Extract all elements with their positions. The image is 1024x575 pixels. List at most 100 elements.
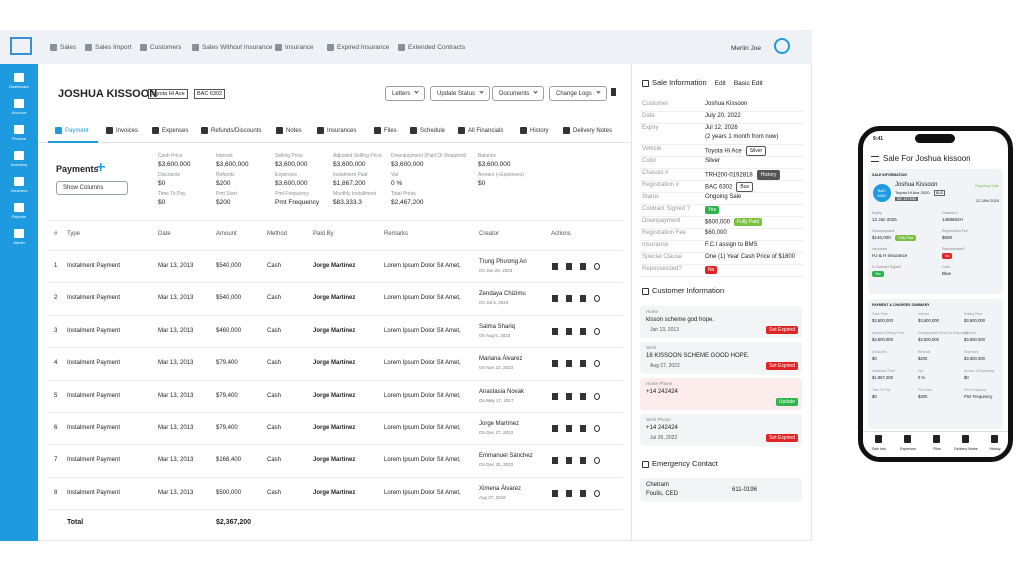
tab[interactable]: Expenses bbox=[152, 127, 188, 134]
row-action[interactable] bbox=[580, 263, 586, 270]
row-action[interactable] bbox=[552, 263, 558, 270]
summary-label: Arrears (+Expenses) bbox=[964, 369, 995, 373]
tab-icon[interactable] bbox=[933, 435, 940, 443]
card-badge[interactable]: Update bbox=[775, 398, 798, 406]
avatar-icon[interactable] bbox=[774, 38, 790, 54]
summary-value: $3,600,000 bbox=[391, 161, 424, 168]
nav-icon bbox=[85, 44, 92, 51]
header-button[interactable]: Change Logs bbox=[549, 86, 607, 101]
nav-item[interactable]: Expired Insurance bbox=[327, 44, 389, 51]
row-action[interactable] bbox=[566, 360, 572, 368]
row-action[interactable] bbox=[566, 392, 572, 400]
tab[interactable]: Refunds/Discounts bbox=[201, 127, 261, 134]
show-columns[interactable]: Show Columns bbox=[56, 181, 128, 195]
value: Ongoing Sale bbox=[705, 194, 742, 200]
tab-icon[interactable] bbox=[991, 435, 998, 443]
header-button[interactable]: Update Status bbox=[430, 86, 491, 101]
sidebar-icon[interactable] bbox=[14, 151, 24, 160]
sidebar bbox=[0, 64, 38, 541]
row-action[interactable] bbox=[594, 360, 600, 368]
tab-label[interactable]: Files bbox=[933, 447, 941, 451]
right-panel-divider bbox=[631, 64, 632, 541]
row-action[interactable] bbox=[580, 457, 586, 465]
nav-item[interactable]: Customers bbox=[140, 44, 181, 51]
row-action[interactable] bbox=[552, 392, 558, 400]
badge: Fully Paid bbox=[894, 235, 917, 241]
row-action[interactable] bbox=[594, 327, 600, 335]
row-action[interactable] bbox=[552, 425, 558, 432]
tab[interactable]: Delivery Notes bbox=[563, 127, 612, 134]
row-action[interactable] bbox=[580, 392, 586, 400]
row-action[interactable] bbox=[552, 327, 558, 335]
field-value: (2 years 1 month from now) bbox=[705, 134, 779, 140]
row-action[interactable] bbox=[594, 425, 600, 432]
row-action[interactable] bbox=[566, 425, 572, 432]
nav-label: Customers bbox=[150, 44, 182, 52]
tab[interactable]: Insurances bbox=[317, 127, 356, 134]
cell: Instalment Payment bbox=[67, 425, 121, 431]
tab-icon[interactable] bbox=[875, 435, 882, 443]
summary-value: $3,600,000 bbox=[918, 318, 939, 323]
sidebar-icon[interactable] bbox=[14, 177, 24, 186]
tab[interactable]: Invoices bbox=[106, 127, 138, 134]
tab-label[interactable]: Expenses bbox=[900, 447, 916, 451]
field-label: Chassis # bbox=[942, 211, 958, 215]
nav-item[interactable]: Sales bbox=[50, 44, 76, 51]
sidebar-icon[interactable] bbox=[14, 203, 24, 212]
badge: Yes bbox=[872, 271, 884, 277]
row-divider bbox=[48, 412, 623, 413]
row-action[interactable] bbox=[594, 295, 600, 303]
sidebar-icon[interactable] bbox=[14, 229, 24, 238]
row-action[interactable] bbox=[580, 489, 586, 497]
nav-item[interactable]: Insurance bbox=[275, 44, 314, 51]
card-badge[interactable]: Set Expired bbox=[766, 326, 798, 334]
row-action[interactable] bbox=[552, 489, 558, 497]
header-button[interactable]: Documents bbox=[492, 86, 545, 101]
row-action[interactable] bbox=[594, 489, 600, 497]
delete-button[interactable] bbox=[611, 88, 616, 96]
tab-label[interactable]: Delivery Notes bbox=[954, 447, 978, 451]
tab[interactable]: Schedule bbox=[410, 127, 445, 134]
tab[interactable]: History bbox=[520, 127, 549, 134]
tab[interactable]: Payment bbox=[55, 127, 89, 134]
row-action[interactable] bbox=[566, 263, 572, 270]
tab[interactable]: Notes bbox=[276, 127, 302, 134]
row-action[interactable] bbox=[580, 327, 586, 335]
cell: Jorge Martinez bbox=[313, 263, 356, 269]
nav-item[interactable]: Sales Without Insurance bbox=[192, 44, 272, 51]
creator-name: Ximena Álvarez bbox=[479, 485, 522, 492]
row-action[interactable] bbox=[580, 425, 586, 432]
row-action[interactable] bbox=[552, 295, 558, 303]
tab-icon[interactable] bbox=[904, 435, 911, 443]
row-action[interactable] bbox=[580, 360, 586, 368]
add-button[interactable] bbox=[97, 163, 105, 171]
row-action[interactable] bbox=[594, 263, 600, 270]
row-action[interactable] bbox=[594, 392, 600, 400]
nav-item[interactable]: Sales Import bbox=[85, 44, 132, 51]
total-label: Total bbox=[67, 519, 84, 526]
row-action[interactable] bbox=[566, 457, 572, 465]
tab-label[interactable]: Sale Info bbox=[871, 447, 887, 451]
row-action[interactable] bbox=[566, 295, 572, 303]
row-action[interactable] bbox=[552, 360, 558, 368]
row-action[interactable] bbox=[566, 327, 572, 335]
tab[interactable]: Files bbox=[374, 127, 397, 134]
header-button[interactable]: Letters bbox=[385, 86, 426, 101]
tab[interactable]: All Financials bbox=[458, 127, 503, 134]
row-action[interactable] bbox=[594, 457, 600, 465]
card-badge[interactable]: Set Expired bbox=[766, 362, 798, 370]
row-action[interactable] bbox=[580, 295, 586, 303]
field-label: Downpayment bbox=[642, 218, 681, 224]
tab-icon[interactable] bbox=[962, 435, 969, 443]
field-divider bbox=[640, 204, 804, 205]
sidebar-icon[interactable] bbox=[14, 99, 24, 108]
row-action[interactable] bbox=[552, 457, 558, 465]
nav-item[interactable]: Extended Contracts bbox=[398, 44, 465, 51]
card-badge[interactable]: Set Expired bbox=[766, 434, 798, 442]
row-action[interactable] bbox=[566, 489, 572, 497]
card-text: +14 242424 bbox=[646, 389, 678, 395]
sidebar-icon[interactable] bbox=[14, 125, 24, 134]
field-divider bbox=[640, 123, 804, 124]
sidebar-icon[interactable] bbox=[14, 73, 24, 82]
tab-label[interactable]: History bbox=[989, 447, 1001, 451]
